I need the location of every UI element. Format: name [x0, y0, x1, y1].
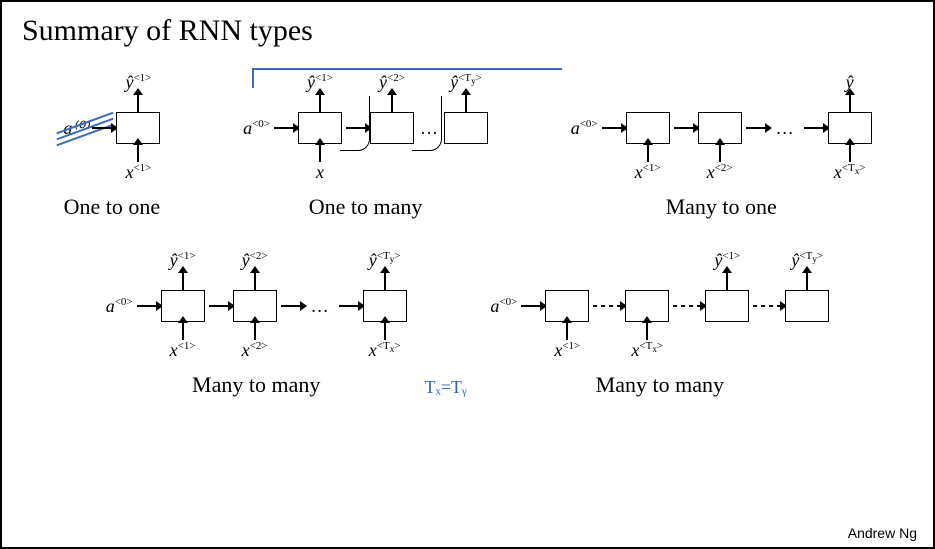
au-2-1 — [319, 94, 321, 112]
xTx-5: x<Tx> — [631, 340, 663, 362]
dots-4: … — [305, 296, 335, 317]
caption-mtm-neq: Many to many — [596, 372, 724, 398]
credit-text: Andrew Ng — [848, 525, 917, 541]
unit-3-2: x<2> — [698, 72, 742, 184]
unit-2-3: ŷ<Ty> — [444, 72, 488, 184]
rnn-box — [785, 290, 829, 322]
ah-4-3 — [339, 305, 359, 307]
diagram-one-to-one: a⁽⁰⁾ ŷ<1> x<1> One to one — [63, 72, 160, 220]
sp-5-1 — [565, 250, 570, 272]
au-4-3 — [384, 272, 386, 290]
ah-3-1 — [674, 127, 694, 129]
x-2: x — [316, 162, 324, 184]
spacer-2-3 — [464, 162, 469, 184]
unit-5-2: x<Tx> — [625, 250, 669, 362]
ah-3-0 — [602, 127, 622, 129]
au-5-3 — [726, 272, 728, 290]
a0-label-3: a<0> — [571, 118, 598, 139]
x1-5: x<1> — [554, 340, 580, 362]
ai-4-2 — [254, 322, 256, 340]
unit-1-1: ŷ<1> x<1> — [116, 72, 160, 184]
unit-4-2: ŷ<2> x<2> — [233, 250, 277, 362]
au-3-3 — [849, 94, 851, 112]
unit-5-1: x<1> — [545, 250, 589, 362]
ai-3-1 — [647, 144, 649, 162]
caption-mtm-eq: Many to many — [192, 372, 320, 398]
caption-many-to-one: Many to one — [666, 194, 777, 220]
a0-label-5: a<0> — [490, 296, 517, 317]
caption-one-to-many: One to many — [309, 194, 423, 220]
ai-3-2 — [719, 144, 721, 162]
sp-5-3 — [725, 340, 730, 362]
unit-5-4: ŷ<Ty> — [785, 250, 829, 362]
ah-5-3 — [753, 305, 781, 307]
a0-label-struck: a⁽⁰⁾ — [63, 118, 88, 139]
ai-3-3 — [849, 144, 851, 162]
ah-2-1 — [346, 127, 366, 129]
ah-5-0 — [521, 305, 541, 307]
au-5-4 — [806, 272, 808, 290]
unit-4-1: ŷ<1> x<1> — [161, 250, 205, 362]
a0-label-2: a<0> — [243, 118, 270, 139]
caption-one-to-one: One to one — [64, 194, 161, 220]
row-2: a<0> ŷ<1> x<1> ŷ<2> x<2> — [22, 250, 913, 398]
x2-3: x<2> — [707, 162, 733, 184]
au-2-3 — [465, 94, 467, 112]
diagram-many-to-one: a<0> x<1> x<2> … — [571, 72, 872, 220]
sp-3-1 — [645, 72, 650, 94]
rnn-box — [444, 112, 488, 144]
arrow-in-x-1-1 — [137, 144, 139, 162]
x1-4: x<1> — [170, 340, 196, 362]
ai-4-3 — [384, 322, 386, 340]
unit-3-1: x<1> — [626, 72, 670, 184]
unit-5-3: ŷ<1> — [705, 250, 749, 362]
au-4-1 — [182, 272, 184, 290]
diagram-many-to-many-neq: a<0> x<1> x<Tx> — [490, 250, 829, 398]
ah-5-1 — [593, 305, 621, 307]
ai-4-1 — [182, 322, 184, 340]
au-2-2 — [391, 94, 393, 112]
ai-5-1 — [566, 322, 568, 340]
x1-3: x<1> — [635, 162, 661, 184]
tx-eq-ty-annotation: Tₓ=Tᵧ — [425, 377, 467, 398]
spacer-2-2 — [390, 162, 395, 184]
ah-5-2 — [673, 305, 701, 307]
rnn-box — [370, 112, 414, 144]
ah-4-1 — [209, 305, 229, 307]
unit-3-3: ŷ x<Tx> — [828, 72, 872, 184]
row-1: a⁽⁰⁾ ŷ<1> x<1> One to one a<0> — [22, 72, 913, 220]
ah-3-3 — [804, 127, 824, 129]
ah-4-0 — [137, 305, 157, 307]
diagram-many-to-many-eq: a<0> ŷ<1> x<1> ŷ<2> x<2> — [106, 250, 407, 398]
sp-3-2 — [717, 72, 722, 94]
diagram-one-to-many: a<0> ŷ<1> x ŷ<2> — [243, 72, 488, 220]
a0-label-4: a<0> — [106, 296, 133, 317]
unit-2-1: ŷ<1> x — [298, 72, 342, 184]
arrow-up-1-1 — [137, 94, 139, 112]
arrow-2 — [274, 127, 294, 129]
diagram-container: Summary of RNN types a⁽⁰⁾ ŷ<1> x<1> — [2, 2, 933, 547]
ai-2-1 — [319, 144, 321, 162]
ah-4-2 — [281, 305, 301, 307]
rnn-box — [705, 290, 749, 322]
arrow-in-1 — [92, 127, 112, 129]
sp-5-2 — [645, 250, 650, 272]
feedback-arc-2 — [412, 96, 442, 151]
sp-5-4 — [805, 340, 810, 362]
ai-5-2 — [646, 322, 648, 340]
au-4-2 — [254, 272, 256, 290]
unit-2-2: ŷ<2> — [370, 72, 414, 184]
x2-4: x<2> — [242, 340, 268, 362]
x1-label: x<1> — [125, 162, 151, 184]
ah-3-2 — [746, 127, 766, 129]
xTx-3: x<Tx> — [834, 162, 866, 184]
unit-4-3: ŷ<Ty> x<Tx> — [363, 250, 407, 362]
dots-3: … — [770, 118, 800, 139]
page-title: Summary of RNN types — [22, 14, 913, 48]
xTx-4: x<Tx> — [369, 340, 401, 362]
